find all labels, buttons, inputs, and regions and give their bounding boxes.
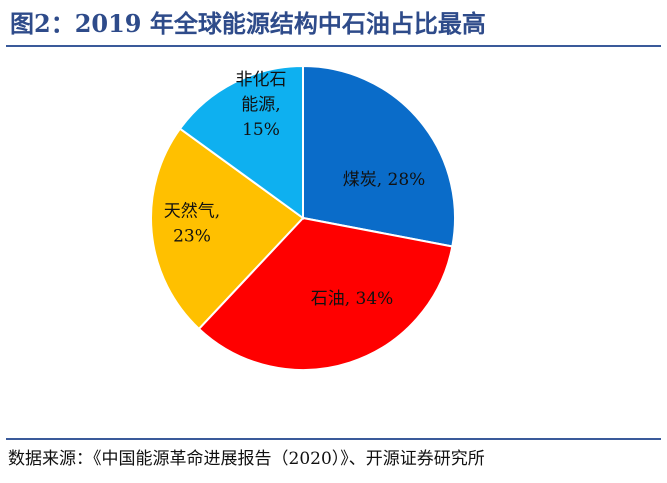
pie-labels: 煤炭, 28% 石油, 34% 天然气, 23% 非化石能源, 15% <box>164 70 426 309</box>
slice-label-4: 非化石能源, 15% <box>236 70 287 140</box>
pie-slice-3 <box>150 127 305 331</box>
slice-label-line: 石油, 34% <box>311 289 394 309</box>
source-note: 数据来源：《中国能源革命进展报告（2020）》、开源证券研究所 <box>8 449 485 469</box>
chart-title: 图2：2019 年全球能源结构中石油占比最高 <box>10 9 486 38</box>
slice-label-line: 非化石 <box>236 70 287 90</box>
slice-label-1: 煤炭, 28% <box>343 170 426 190</box>
slice-label-line: 15% <box>242 120 280 140</box>
slice-label-2: 石油, 34% <box>311 289 394 309</box>
pie-slices <box>150 64 456 371</box>
slice-label-line: 天然气, <box>164 202 220 222</box>
pie-slice-2 <box>197 216 454 371</box>
source-divider <box>6 438 661 440</box>
pie-slice-1 <box>302 64 456 248</box>
slice-label-line: 煤炭, 28% <box>343 170 426 190</box>
title-divider <box>6 45 661 47</box>
pie-chart: 煤炭, 28% 石油, 34% 天然气, 23% 非化石能源, 15% <box>150 64 456 371</box>
slice-label-line: 23% <box>173 227 211 247</box>
pie-slice-4 <box>178 64 304 220</box>
slice-label-3: 天然气, 23% <box>164 202 220 247</box>
slice-label-line: 能源, <box>241 95 280 115</box>
